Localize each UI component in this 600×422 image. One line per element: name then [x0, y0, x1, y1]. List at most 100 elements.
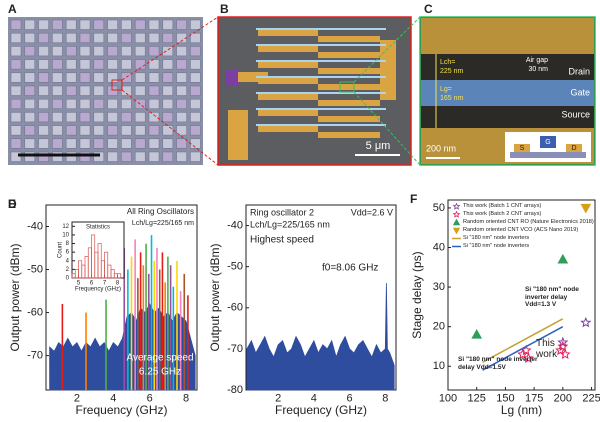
device-cell [148, 72, 160, 83]
legend-swatch [452, 245, 461, 248]
device-cell [162, 151, 174, 162]
zoom-line [121, 89, 219, 166]
drain-stripe [421, 18, 594, 54]
legend-text: Si "180 nm" node inverters [463, 235, 530, 242]
gate-line [256, 44, 386, 46]
device-cell [10, 112, 22, 123]
device-cell [93, 151, 105, 162]
marker [522, 352, 534, 364]
device-cell [121, 98, 132, 109]
legend-text: Random oriented CNT VCO (ACS Nano 2019) [463, 227, 579, 234]
device-cell [148, 151, 160, 162]
electrode [228, 110, 248, 160]
x-tick-label: 4 [110, 393, 116, 405]
legend-marker [452, 203, 461, 210]
device-cell [10, 151, 22, 162]
device-cell [52, 19, 63, 30]
device-cell [176, 112, 187, 123]
device-cell [121, 125, 132, 136]
y-axis-label: Output power (dBm) [8, 243, 22, 351]
device-cell [93, 138, 105, 149]
device-cell [79, 98, 91, 109]
device-cell [190, 98, 201, 109]
annotation: Air gap [526, 57, 548, 64]
x-tick-label: 8 [116, 280, 120, 286]
legend-marker [452, 219, 461, 226]
device-cell [107, 19, 118, 30]
device-cell [24, 138, 36, 149]
panel-label: D [8, 197, 17, 211]
x-tick-label: 8 [382, 393, 388, 405]
x-tick-label: 5 [77, 280, 81, 286]
device-cell [107, 85, 118, 96]
annotation: 225 nm [440, 68, 464, 75]
device-cell [79, 125, 91, 136]
device-cell [65, 59, 77, 70]
device-cell [134, 46, 146, 57]
device-cell [190, 125, 201, 136]
device-cell [107, 125, 118, 136]
legend-text: Si "180 nm" node inverters [463, 243, 530, 250]
y-axis-label: Count [58, 242, 64, 258]
device-cell [10, 46, 22, 57]
device-cell [162, 72, 174, 83]
annotation: Si "180 nm" node inverter delay Vdd=1.3 … [525, 286, 579, 308]
device-cell [121, 19, 132, 30]
device-cell [52, 98, 63, 109]
x-axis-label: Frequency (GHz) [275, 403, 367, 417]
y-tick-label: 30 [433, 281, 445, 293]
device-cell [148, 138, 160, 149]
device-cell [38, 151, 49, 162]
annotation: Average speed [126, 353, 193, 364]
device-cell [79, 151, 91, 162]
device-cell [107, 46, 118, 57]
device-cell [79, 59, 91, 70]
device-cell [176, 98, 187, 109]
x-axis-label: Frequency (GHz) [75, 286, 121, 292]
legend-entry: Random oriented CNT RO (Nature Electroni… [452, 219, 594, 226]
y-tick-label: 10 [62, 233, 69, 239]
device-cell [24, 59, 36, 70]
annotation: 30 nm [529, 66, 549, 73]
annotation: Vdd=2.6 V [351, 207, 393, 217]
device-cell [148, 59, 160, 70]
x-tick-label: 2 [74, 393, 80, 405]
y-tick-label: 4 [66, 258, 70, 264]
device-cell [107, 98, 118, 109]
device-cell [65, 32, 77, 43]
schematic-label: D [571, 145, 576, 152]
device-cell [93, 72, 105, 83]
device-cell [38, 138, 49, 149]
x-tick-label: 4 [311, 393, 317, 405]
x-tick-label: 125 [468, 393, 486, 405]
legend-entry: Si "180 nm" node inverters [452, 235, 594, 242]
device-cell [190, 72, 201, 83]
region-label: Source [561, 109, 590, 119]
device-cell [10, 32, 22, 43]
zoom-line [121, 16, 219, 81]
schematic-base [510, 152, 586, 158]
device-cell [79, 85, 91, 96]
x-tick-label: 2 [275, 393, 281, 405]
device-cell [65, 46, 77, 57]
y-tick-label: -40 [27, 220, 43, 232]
device-cell [38, 32, 49, 43]
inset-title: Statistics [86, 225, 110, 231]
device-cell [190, 59, 201, 70]
device-cell [134, 125, 146, 136]
zoom-box [339, 81, 355, 93]
y-tick-label: 10 [433, 360, 445, 372]
marker [471, 329, 483, 339]
device-cell [162, 138, 174, 149]
device-cell [79, 46, 91, 57]
finger [318, 84, 380, 90]
legend-text: This work (Batch 1 CNT arrays) [463, 203, 542, 210]
device-cell [162, 85, 174, 96]
zoom-line [353, 91, 421, 166]
device-cell [38, 112, 49, 123]
device-cell [176, 85, 187, 96]
device-cell [148, 85, 160, 96]
gate-line [256, 76, 386, 78]
device-cell [121, 32, 132, 43]
panel-label: E [8, 197, 16, 211]
